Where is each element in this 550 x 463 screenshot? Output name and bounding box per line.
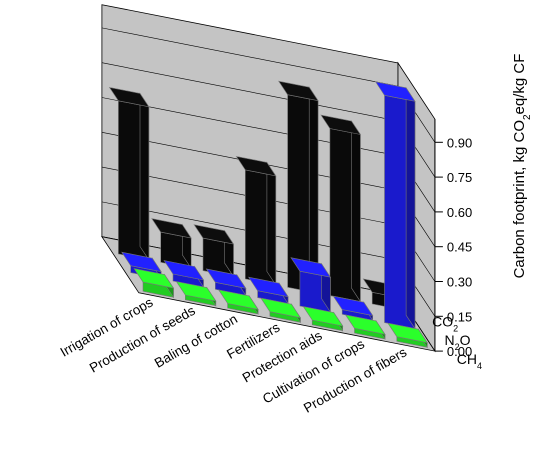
bar-ch4-3 [302, 306, 344, 332]
back-wall-gridline [101, 62, 399, 122]
bar-top-face [290, 257, 332, 278]
bar-top-face [278, 80, 319, 102]
z-tick-label: 0.60 [447, 205, 472, 220]
bar-top-face [121, 251, 162, 273]
series-label: CO2 [432, 313, 458, 333]
bar-top-face [332, 295, 374, 317]
z-tick-label: 0.30 [447, 275, 472, 290]
bar-co2-2 [320, 114, 362, 303]
bar-co2-7 [108, 86, 150, 261]
bar-top-face [374, 81, 416, 102]
z-tick-label: 0.15 [447, 309, 472, 324]
bar-ch4-4 [260, 297, 302, 324]
back-wall-gridline [101, 27, 399, 87]
bar-top-face [248, 276, 289, 298]
z-tick-label: 0.90 [447, 135, 472, 150]
bar-top-face [302, 306, 344, 327]
bar-top-face [193, 224, 235, 245]
series-label: CH4 [457, 351, 482, 371]
bar-top-face [108, 86, 150, 108]
bar-top-face [235, 155, 277, 177]
bar-top-face [387, 322, 428, 344]
bar-top-face [163, 260, 205, 281]
bar-top-face [205, 268, 247, 289]
z-tick-label: 0.45 [447, 240, 472, 255]
bar-top-face [133, 268, 175, 289]
bar-co2-4 [235, 155, 277, 286]
series-label: N2O [444, 332, 470, 352]
z-tick-label: 0.00 [447, 344, 472, 359]
bar-top-face [344, 314, 386, 335]
bar-top-face [175, 281, 217, 302]
bar-n2o-5 [205, 268, 247, 297]
bars [108, 80, 428, 349]
bar-n2o-4 [248, 276, 289, 305]
bar-ch4-2 [344, 314, 386, 341]
bar-n2o-1 [374, 81, 416, 330]
bar-ch4-6 [175, 281, 217, 307]
z-axis-title: Carbon footprint, kg CO2eq/kg CF [511, 54, 533, 279]
z-tick-label: 0.75 [447, 170, 472, 185]
bar-top-face [151, 218, 192, 239]
bar-side-face [266, 161, 277, 286]
bar-co2-6 [151, 218, 192, 270]
bar-co2-5 [193, 224, 235, 278]
bar-top-face [218, 289, 259, 310]
bar-side-face [139, 92, 150, 261]
bar-ch4-7 [133, 268, 175, 299]
bar-side-face [405, 86, 416, 330]
bar-side-face [351, 120, 361, 303]
bar-top-face [260, 297, 302, 319]
bar-ch4-5 [218, 289, 259, 316]
bar-n2o-6 [163, 260, 205, 289]
bar-ch4-1 [387, 322, 428, 349]
bar-top-face [320, 114, 362, 135]
bar-co2-3 [278, 80, 319, 295]
bar-n2o-2 [332, 295, 374, 322]
category-label: Irrigation of crops [58, 294, 156, 359]
